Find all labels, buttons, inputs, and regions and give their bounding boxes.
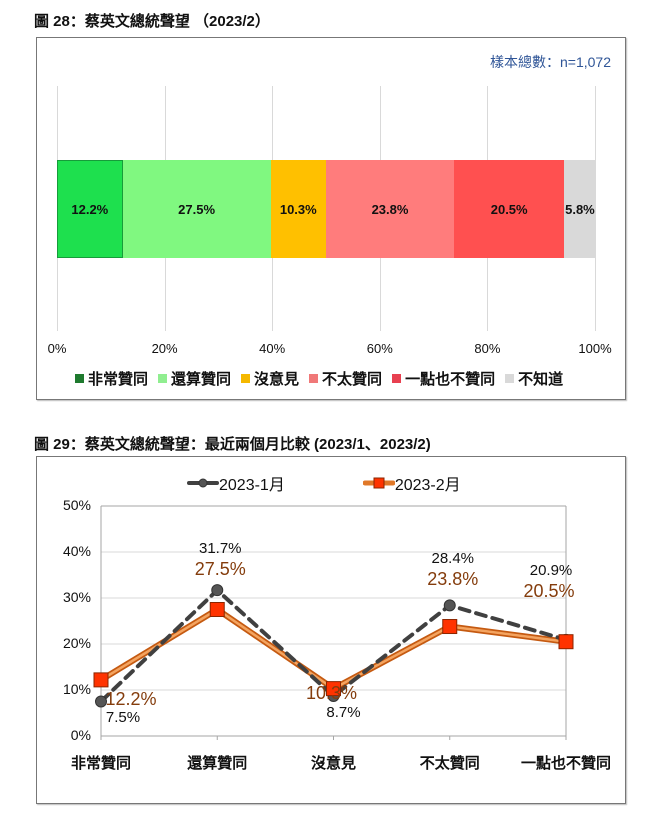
legend-label: 還算贊同 [171,371,232,388]
figure-29-title: 圖 29：蔡英文總統聲望：最近兩個月比較 (2023/1、2023/2) [34,436,431,453]
x-tick-label: 60% [366,341,393,356]
x-category-label: 還算贊同 [187,755,248,772]
legend-label: 非常贊同 [88,371,149,388]
legend-item: 不太贊同 [309,368,382,389]
data-label-2023-jan: 31.7% [198,540,242,557]
legend-label: 2023-1月 [219,477,285,494]
data-label-2023-feb: 20.5% [523,581,575,601]
bar-segment: 20.5% [454,160,565,258]
legend-swatch [241,374,251,383]
x-tick-label: 40% [259,341,286,356]
stacked-bar: 12.2% 27.5% 10.3% 23.8% 20.5% 5.8% [57,160,596,258]
x-tick-label: 80% [474,341,501,356]
y-tick-label: 50% [62,497,91,513]
legend-item: 不知道 [505,368,563,389]
data-label-2023-jan: 8.7% [326,704,361,721]
bar-segment: 23.8% [326,160,455,258]
legend-item: 一點也不贊同 [392,368,495,389]
data-label-2023-feb: 27.5% [194,559,246,579]
x-category-label: 沒意見 [310,755,357,772]
data-label-2023-feb: 10.3% [305,683,358,703]
legend-label: 2023-2月 [394,477,461,494]
solid-line-square-marker-icon [362,477,395,489]
legend-swatch [75,374,84,383]
data-label-2023-jan: 28.4% [431,550,475,567]
x-tick-label: 0% [47,341,67,356]
legend-swatch [392,374,402,383]
x-category-label: 非常贊同 [70,755,132,772]
y-tick-label: 10% [62,681,91,697]
bar-segment: 10.3% [270,160,326,258]
bar-segment: 5.8% [564,160,596,258]
sample-size-note: 樣本總數：n=1,072 [490,54,611,70]
legend-swatch [158,374,168,383]
bar-segment: 27.5% [122,160,271,258]
figure-28-legend: 非常贊同 還算贊同 沒意見 不太贊同 一點也不贊同 不知道 [75,368,573,389]
figure-28-frame: 樣本總數：n=1,072 12.2% 27.5% 10.3% 23.8% 20.5% 5.… [36,37,626,400]
legend-swatch [309,374,319,383]
legend-label: 一點也不贊同 [405,371,496,388]
legend-item: 還算贊同 [158,368,231,389]
figure-29-frame: 2023-1月 2023-2月 0% 10% 20% 30% 40% 50% 7.5% 31.… [36,456,626,804]
y-tick-label: 40% [62,543,91,559]
legend-label: 不知道 [518,371,564,388]
legend-item: 沒意見 [241,368,299,389]
legend-item-2023-feb: 2023-2月 [362,471,461,495]
x-category-label: 不太贊同 [419,755,480,772]
y-tick-label: 0% [70,727,91,743]
data-label-2023-feb: 12.2% [105,689,157,709]
legend-label: 不太贊同 [322,371,383,388]
y-tick-label: 20% [62,635,91,651]
legend-label: 沒意見 [254,371,300,388]
figure-28-title: 圖 28：蔡英文總統聲望 （2023/2） [34,13,270,30]
figure-29-legend: 2023-1月 2023-2月 [187,471,461,495]
x-category-label: 一點也不贊同 [520,755,612,772]
legend-swatch [505,374,515,383]
bar-segment: 12.2% [57,160,123,258]
data-label-2023-feb: 23.8% [427,569,479,589]
data-label-2023-jan: 7.5% [105,709,141,726]
line-plot [93,505,574,740]
x-tick-label: 20% [151,341,178,356]
y-tick-label: 30% [62,589,91,605]
x-tick-label: 100% [578,341,612,356]
legend-item-2023-jan: 2023-1月 [187,471,285,495]
dashed-line-circle-marker-icon [187,478,219,488]
data-label-2023-jan: 20.9% [529,562,573,579]
legend-item: 非常贊同 [75,368,148,389]
